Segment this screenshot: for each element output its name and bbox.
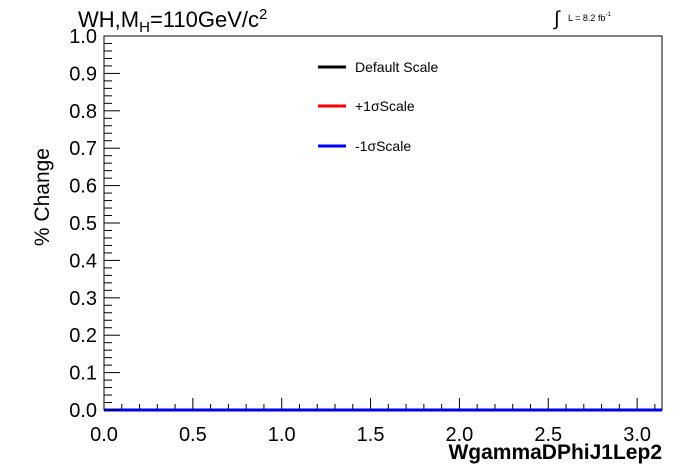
title-subscript: H (139, 19, 150, 36)
chart-title: WH,MH=110GeV/c2 (78, 6, 267, 36)
title-prefix: WH,M (78, 7, 140, 32)
y-tick-label: 0.1 (69, 363, 97, 385)
x-tick-label: 2.0 (446, 424, 474, 446)
y-tick-label: 0.8 (69, 101, 97, 123)
y-tick-label: 1.0 (69, 26, 97, 48)
luminosity-text: L = 8.2 fb (568, 13, 606, 23)
x-tick-label: 0.0 (90, 424, 118, 446)
plot-frame (103, 35, 663, 411)
title-suffix: =110GeV/c (149, 7, 259, 32)
legend-label-1: +1σScale (355, 98, 415, 114)
integral-symbol: ∫ (554, 8, 560, 30)
x-axis: 0.0 0.5 1.0 1.5 2.0 2.5 3.0 (90, 398, 656, 446)
y-axis-label: % Change (31, 148, 54, 246)
y-tick-label: 0.3 (69, 288, 97, 310)
y-tick-label: 0.5 (69, 213, 97, 235)
y-tick-label: 0.9 (69, 63, 97, 85)
legend-label-2: -1σScale (355, 138, 411, 154)
y-tick-label: 0.2 (69, 325, 97, 347)
x-axis-label: WgammaDPhiJ1Lep2 (448, 441, 662, 464)
x-tick-label: 3.0 (623, 424, 651, 446)
legend: Default Scale +1σScale -1σScale (318, 59, 438, 154)
x-tick-label: 1.5 (357, 424, 385, 446)
y-axis: 0.0 0.1 0.2 0.3 0.4 0.5 0.6 0.7 0.8 0.9 1.0 (69, 26, 120, 422)
y-tick-label: 0.0 (69, 400, 97, 422)
x-tick-label: 0.5 (179, 424, 207, 446)
y-tick-label: 0.6 (69, 176, 97, 198)
legend-label-0: Default Scale (355, 59, 438, 75)
y-tick-label: 0.4 (69, 250, 97, 272)
x-tick-label: 2.5 (534, 424, 562, 446)
y-tick-label: 0.7 (69, 138, 97, 160)
x-tick-label: 1.0 (268, 424, 296, 446)
title-superscript: 2 (259, 6, 268, 23)
luminosity-superscript: -1 (605, 12, 611, 18)
